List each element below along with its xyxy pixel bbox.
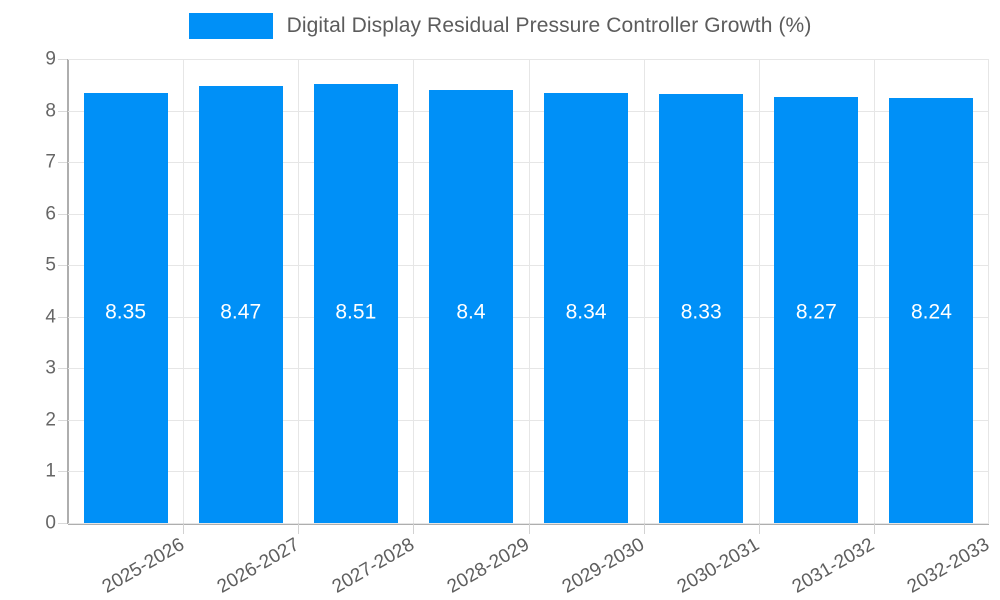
x-axis-tick-label: 2032-2033	[904, 534, 994, 598]
gridline-vertical	[413, 59, 415, 523]
bars-layer: 8.35 8.47 8.51 8.4 8.34 8.33 8.27 8.24	[68, 59, 989, 523]
y-axis-tick-mark	[58, 162, 68, 164]
y-axis-tick-label: 0	[45, 512, 56, 534]
y-axis-tick-mark	[58, 471, 68, 473]
x-axis-tick-label: 2028-2029	[443, 534, 533, 598]
y-axis-tick-mark	[58, 523, 68, 524]
bar-value-label: 8.4	[456, 300, 486, 324]
bar[interactable]	[889, 98, 974, 523]
x-axis-tick-label: 2030-2031	[673, 534, 764, 598]
bar[interactable]	[774, 96, 859, 523]
chart-legend: Digital Display Residual Pressure Contro…	[0, 0, 1000, 52]
x-axis-tick-label: 2027-2028	[328, 534, 418, 598]
x-axis-tick-label: 2025-2026	[98, 534, 188, 598]
bar[interactable]	[313, 84, 398, 523]
y-axis-tick-mark	[58, 59, 68, 60]
y-axis-tick-label: 7	[45, 151, 56, 173]
y-axis-line	[67, 59, 69, 524]
gridline-vertical	[183, 59, 185, 523]
gridline-vertical	[873, 59, 875, 523]
gridline-vertical	[988, 59, 989, 523]
gridline-vertical	[758, 59, 760, 523]
gridline-horizontal	[68, 523, 989, 524]
bar-value-label: 8.35	[105, 300, 146, 324]
bar[interactable]	[659, 93, 744, 523]
bar[interactable]	[83, 92, 168, 523]
x-axis-tick-label: 2026-2027	[213, 534, 303, 598]
y-axis-tick-label: 6	[45, 203, 56, 225]
legend-label: Digital Display Residual Pressure Contro…	[286, 14, 812, 37]
y-axis-tick-label: 2	[45, 409, 56, 431]
legend-swatch-icon	[188, 13, 273, 39]
bar[interactable]	[198, 86, 283, 523]
bar-value-label: 8.47	[220, 300, 262, 324]
y-axis-tick-label: 4	[45, 306, 56, 328]
plot-area: 8.35 8.47 8.51 8.4 8.34 8.33 8.27 8.24	[68, 59, 989, 524]
bar-value-label: 8.34	[565, 300, 607, 324]
y-axis-tick-mark	[58, 368, 68, 370]
y-axis-tick-label: 9	[45, 48, 56, 70]
y-axis-tick-mark	[58, 110, 68, 112]
bar-value-label: 8.51	[335, 300, 377, 324]
y-axis-tick-mark	[58, 419, 68, 421]
y-axis-tick-label: 3	[45, 357, 56, 379]
y-axis-tick-mark	[58, 265, 68, 267]
gridline-vertical	[643, 59, 645, 523]
y-axis-tick-label: 8	[45, 100, 56, 122]
x-axis-tick-label: 2031-2032	[789, 534, 879, 598]
y-axis-tick-labels: 0 1 2 3 4 5 6 7 8 9	[0, 0, 68, 600]
bar[interactable]	[428, 89, 513, 523]
y-axis-tick-label: 5	[45, 254, 56, 276]
gridline-vertical	[528, 59, 530, 523]
bar-value-label: 8.24	[911, 300, 952, 324]
bar[interactable]	[544, 93, 629, 523]
y-axis-tick-mark	[58, 316, 68, 318]
y-axis-tick-mark	[58, 213, 68, 215]
y-axis-tick-label: 1	[45, 460, 56, 482]
bar-value-label: 8.33	[680, 300, 722, 324]
x-axis-tick-label: 2029-2030	[558, 534, 649, 598]
bar-value-label: 8.27	[795, 300, 837, 324]
gridline-vertical	[298, 59, 300, 523]
legend-item-series-0[interactable]: Digital Display Residual Pressure Contro…	[188, 13, 812, 39]
